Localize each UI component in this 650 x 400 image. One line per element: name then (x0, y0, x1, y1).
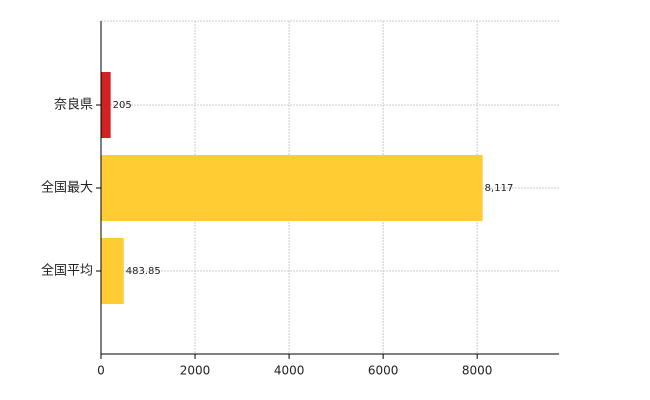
x-tick-label: 0 (97, 364, 105, 378)
y-tick-label: 全国最大 (41, 180, 93, 196)
bar (101, 155, 483, 221)
x-tick-label: 4000 (274, 364, 305, 378)
x-tick-label: 2000 (180, 364, 211, 378)
y-tick-label: 全国平均 (41, 263, 93, 279)
bar (101, 72, 111, 138)
x-tick-label: 8000 (462, 364, 493, 378)
value-label: 205 (113, 100, 132, 111)
x-tick-label: 6000 (368, 364, 399, 378)
y-tick-label: 奈良県 (54, 97, 93, 113)
value-label: 8,117 (485, 183, 514, 194)
value-label: 483.85 (126, 266, 161, 277)
bar (101, 238, 124, 304)
